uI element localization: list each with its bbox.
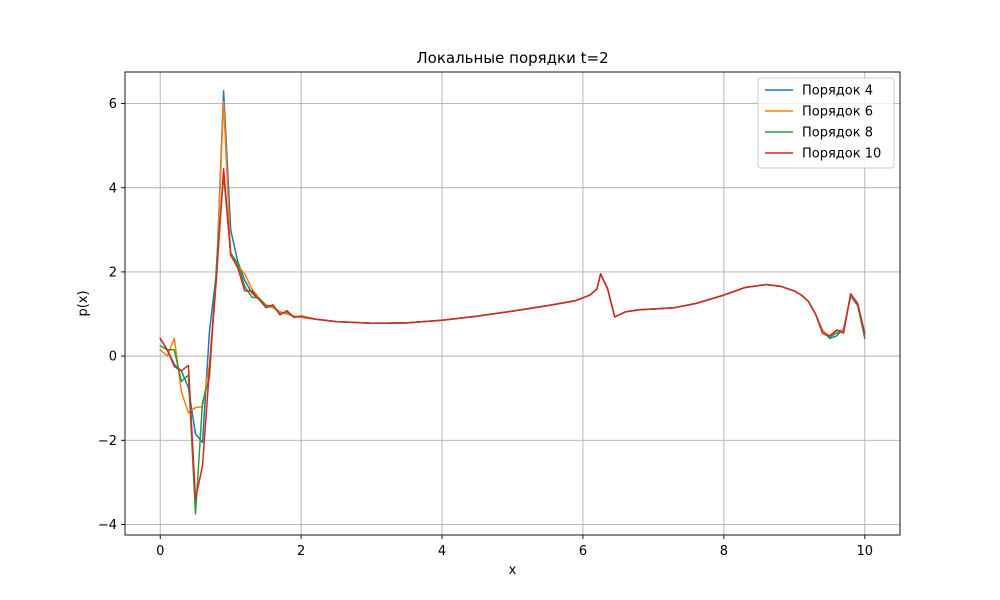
y-axis-label: p(x) bbox=[76, 290, 91, 316]
legend-label: Порядок 8 bbox=[802, 126, 873, 141]
x-axis-label: x bbox=[509, 563, 517, 578]
chart-title: Локальные порядки t=2 bbox=[416, 49, 608, 67]
y-tick-label: 6 bbox=[109, 97, 117, 112]
series-group bbox=[159, 90, 866, 515]
y-tick-label: 0 bbox=[109, 350, 117, 365]
x-tick-label: 0 bbox=[156, 544, 164, 559]
y-tick-label: −2 bbox=[98, 434, 117, 449]
legend: Порядок 4 Порядок 6 Порядок 8 Порядок 10 bbox=[757, 77, 895, 169]
y-tick-label: 4 bbox=[109, 181, 117, 196]
y-tick-label: −4 bbox=[98, 518, 117, 533]
x-tick-label: 8 bbox=[720, 544, 728, 559]
series-line-3 bbox=[159, 174, 866, 515]
legend-label: Порядок 10 bbox=[802, 147, 881, 162]
y-tick-label: 2 bbox=[109, 265, 117, 280]
legend-box bbox=[757, 77, 895, 169]
x-tick-label: 2 bbox=[297, 544, 305, 559]
legend-label: Порядок 6 bbox=[802, 105, 873, 120]
x-tick-label: 4 bbox=[438, 544, 446, 559]
x-tick-label: 6 bbox=[579, 544, 587, 559]
ticks: 0 2 4 6 8 10 −4 −2 0 2 4 6 bbox=[98, 97, 873, 559]
x-tick-label: 10 bbox=[856, 544, 873, 559]
legend-label: Порядок 4 bbox=[802, 84, 873, 99]
axes-frame bbox=[124, 71, 901, 536]
series-line-4 bbox=[159, 168, 866, 500]
